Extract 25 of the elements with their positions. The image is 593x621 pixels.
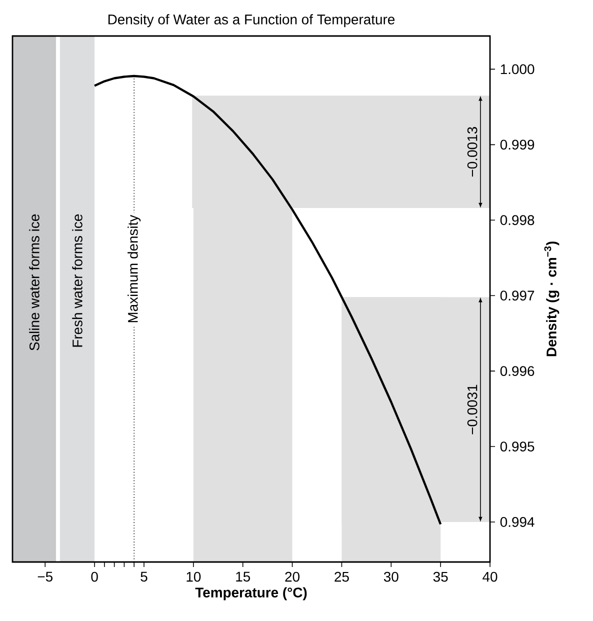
x-tick-label: 20 [285, 572, 300, 582]
y-tick-label: 1.000 [500, 64, 534, 74]
x-tick-label: 0 [91, 572, 98, 582]
y-axis-title: Density (g · cm$^{−3}$) [544, 242, 560, 356]
x-tick-label: 25 [334, 572, 349, 582]
x-tick-label: 15 [236, 572, 250, 582]
x-tick-label: 30 [384, 572, 398, 582]
y-tick-label: 0.999 [500, 140, 534, 150]
x-tick-label: 40 [482, 572, 498, 582]
y-tick-label: 0.994 [500, 517, 534, 527]
y-tick-label: 0.998 [500, 215, 534, 226]
annotation: −0.0031 [467, 384, 478, 434]
x-tick-label: −5 [38, 572, 52, 582]
y-tick-label: 0.997 [500, 290, 534, 301]
y-tick-label: 0.996 [500, 366, 534, 376]
band-label: Saline water forms ice [29, 214, 40, 350]
x-tick-label: 35 [433, 572, 448, 582]
ref-line-label: Maximum density [128, 214, 141, 322]
band-label: Fresh water forms ice [72, 214, 82, 347]
x-tick-label: 10 [186, 572, 201, 582]
x-axis-title: Temperature (°C) [195, 587, 307, 600]
annotation: −0.0013 [467, 127, 478, 177]
chart-title: Density of Water as a Function of Temperature [108, 14, 395, 28]
y-tick-label: 0.995 [500, 442, 534, 452]
x-tick-label: 5 [140, 572, 148, 582]
